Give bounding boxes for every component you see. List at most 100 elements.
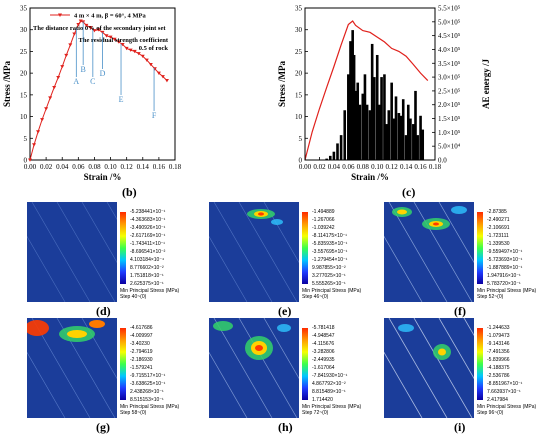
x-tick-label: 0.14 [137,163,150,171]
y-right-tick-label: 5.0×10⁴ [438,143,461,151]
legend-tick: -1.494889 [312,209,335,215]
x-tick-label: 0.06 [342,163,355,171]
sim-legend-g: -4.617686 -4.009997 -3.40230 -2.794619 -… [120,326,204,426]
legend-tick: 1.751818×10⁻¹ [130,273,164,279]
legend-tick: 4.867792×10⁻² [312,381,346,387]
ae-energy-bar [343,110,347,160]
y-right-axis-label: AE energy /J [481,59,491,109]
legend-caption-f: Min Principal Stress (MPa) Step 52~(0) [477,288,537,300]
sim-image-d [27,202,117,302]
legend-tick: 8.776602×10⁻² [130,265,164,271]
legend-tick: -1.743411×10⁻¹ [130,241,165,247]
x-tick-label: 0.02 [40,163,53,171]
data-point [40,118,45,122]
data-point [60,65,65,69]
legend-tick: 3.277025×10⁻¹ [312,273,346,279]
colorbar-f [477,212,483,284]
ae-energy-bar [401,99,405,160]
legend-tick: -5.839966 [487,357,510,363]
ae-energy-bar [404,135,408,160]
x-tick-label: 0.16 [414,163,427,171]
ae-energy-bar [383,74,386,160]
legend-tick: -1.723111 [487,233,509,239]
point-label: C [90,77,95,86]
sim-legend-e: -1.494889 -1.267066 -1.039242 -8.114175×… [302,210,386,310]
data-point [32,143,37,147]
sim-image-i [384,318,474,418]
ae-energy-bar [397,113,401,160]
ae-energy-bar [358,104,362,160]
panel-label-g: (g) [96,420,110,434]
data-point [36,130,41,134]
y-left-tick-label: 10 [295,113,303,121]
legend-tick: -1.579241 [130,365,153,371]
sim-field-h [209,318,299,418]
legend-caption-d: Min Principal Stress (MPa) Step 40~(0) [120,288,180,300]
legend-tick: -4.009997 [130,333,153,339]
legend-tick: -1.079473 [487,333,510,339]
ae-energy-bar [406,104,410,160]
y-left-tick-label: 5 [299,135,303,143]
data-point [76,23,81,27]
legend-tick: 1.714420 [312,397,333,403]
legend-tick: -4.188375 [487,365,510,371]
sim-legend-i: -1.244633 -1.079473 -9.143146 -7.491356 … [477,326,549,426]
legend-tick: -4.115676 [312,341,335,347]
legend-tick: -4.948547 [312,333,335,339]
chart-stress-ae-energy: 0.00 0.02 0.04 0.06 0.08 0.10 0.12 0.14 0.16 0.18… [277,5,491,183]
legend-tick: -5.238441×10⁻¹ [130,209,166,215]
x-tick-label: 0.16 [153,163,166,171]
ae-energy-bar [368,110,372,160]
y-right-tick-label: 3.0×10⁵ [438,74,461,82]
ae-energy-bar [356,82,360,160]
legend-tick: -3.490926×10⁻¹ [130,225,166,231]
legend-tick: 8.515153×10⁻¹ [130,397,164,403]
ae-energy-bar [385,124,388,160]
x-tick-label: 0.00 [24,163,37,171]
y-right-tick-label: 2.5×10⁵ [438,87,461,95]
x-axis-label: Strain /% [84,172,122,182]
data-point [28,158,32,162]
sim-legend-f: -2.87385 -2.490271 -2.106691 -1.723111 -… [477,210,549,310]
ae-energy-bar [412,124,415,160]
panel-label-f: (f) [454,304,466,318]
y-right-tick-label: 4.0×10⁵ [438,46,461,54]
y-left-axis-label: Stress /MPa [277,60,287,107]
data-point [44,107,49,111]
panel-label-b: (b) [122,185,137,199]
y-right-tick-label: 2.0×10⁵ [438,101,461,109]
ae-energy-bar [339,135,343,160]
legend-marker [58,13,62,17]
y-tick-label: 0 [24,157,28,165]
sim-field-g [27,318,117,418]
sim-image-g [27,318,117,418]
legend-tick: -2.794619 [130,349,153,355]
legend-tick: 5.555265×10⁻¹ [312,281,346,287]
ae-energy-bar [354,90,357,160]
legend-tick: -1.339530 [487,241,510,247]
legend-ticks-i: -1.244633 -1.079473 -9.143146 -7.491356 … [487,326,549,404]
x-tick-label: 0.00 [299,163,312,171]
ae-energy-bar [328,155,332,160]
legend-tick: -3.282806 [312,349,335,355]
x-tick-label: 0.18 [429,163,442,171]
x-tick-label: 0.18 [169,163,182,171]
data-point [120,42,125,47]
x-tick-label: 0.10 [104,163,117,171]
annotation-residual: The residual strength coefficient [79,37,169,44]
data-point [64,53,69,58]
x-tick-label: 0.04 [328,163,341,171]
legend-tick: -2.106691 [487,225,510,231]
legend-tick: 7.663937×10⁻¹ [487,389,521,395]
legend-tick: -3.557695×10⁻¹ [312,249,348,255]
legend-tick: -4.363683×10⁻¹ [130,217,166,223]
data-point [78,19,83,23]
legend-tick: -4.617686 [130,325,153,331]
ae-energy-bar [419,115,422,160]
data-point [148,62,153,67]
legend-tick: -1.279454×10⁻¹ [312,257,348,263]
colorbar-d [120,212,126,284]
y-tick-label: 30 [20,26,28,34]
data-point [136,52,141,56]
annotation-residual: 0.5 of rock [139,45,169,52]
